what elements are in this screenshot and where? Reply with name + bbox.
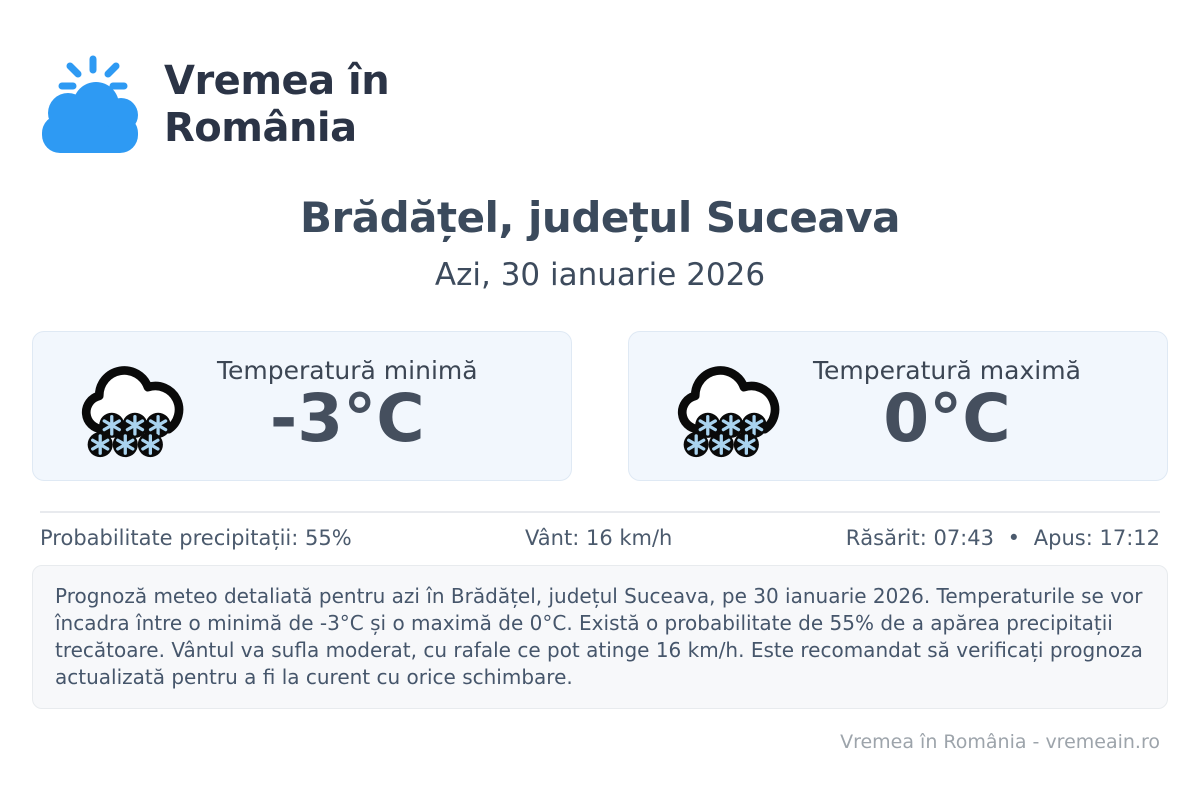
forecast-text: Prognoză meteo detaliată pentru azi în B…	[55, 584, 1143, 689]
page-title: Brădățel, județul Suceava	[300, 193, 900, 242]
logo-wordmark: Vremea în România	[164, 57, 390, 152]
stats-divider	[40, 511, 1160, 513]
stat-wind: Vânt: 16 km/h	[525, 526, 672, 550]
temperature-cards: Temperatură minimă -3°C Temperatură maxi…	[32, 331, 1168, 481]
app-logo: Vremea în România	[40, 55, 1168, 155]
snow-cloud-icon	[677, 366, 780, 459]
sun-cloud-icon	[42, 55, 138, 153]
precipitation-value: 55%	[305, 526, 352, 550]
stats-row: Probabilitate precipitații: 55% Vânt: 16…	[32, 513, 1168, 565]
temp-max-card: Temperatură maximă 0°C	[628, 331, 1168, 481]
forecast-summary-box: Prognoză meteo detaliată pentru azi în B…	[32, 565, 1168, 709]
temp-max-text: Temperatură maximă 0°C	[813, 356, 1081, 452]
page-date: Azi, 30 ianuarie 2026	[434, 257, 766, 293]
stat-sun: Răsărit: 07:43 • Apus: 17:12	[846, 526, 1160, 550]
footer-credit: Vremea în România - vremeain.ro	[840, 731, 1160, 753]
logo-line1: Vremea în	[164, 57, 390, 104]
wind-value: 16 km/h	[585, 526, 673, 550]
logo-line2: România	[164, 105, 357, 151]
sunset-label: Apus:	[1033, 526, 1093, 550]
snow-cloud-icon	[81, 366, 184, 459]
bullet-separator: •	[1007, 526, 1021, 550]
temp-min-text: Temperatură minimă -3°C	[217, 356, 478, 452]
sunrise-label: Răsărit:	[845, 526, 927, 550]
temp-min-card: Temperatură minimă -3°C	[32, 331, 572, 481]
stat-precipitation: Probabilitate precipitații: 55%	[40, 526, 352, 550]
precipitation-label: Probabilitate precipitații:	[40, 526, 299, 550]
sunrise-value: 07:43	[933, 526, 994, 550]
temp-max-label: Temperatură maximă	[813, 355, 1081, 385]
wind-label: Vânt:	[525, 526, 580, 550]
weather-page: Vremea în România Brădățel, județul Suce…	[32, 55, 1168, 753]
sunset-value: 17:12	[1099, 526, 1160, 550]
temp-min-value: -3°C	[269, 379, 425, 457]
temp-min-label: Temperatură minimă	[217, 355, 478, 385]
temp-max-value: 0°C	[883, 379, 1011, 457]
